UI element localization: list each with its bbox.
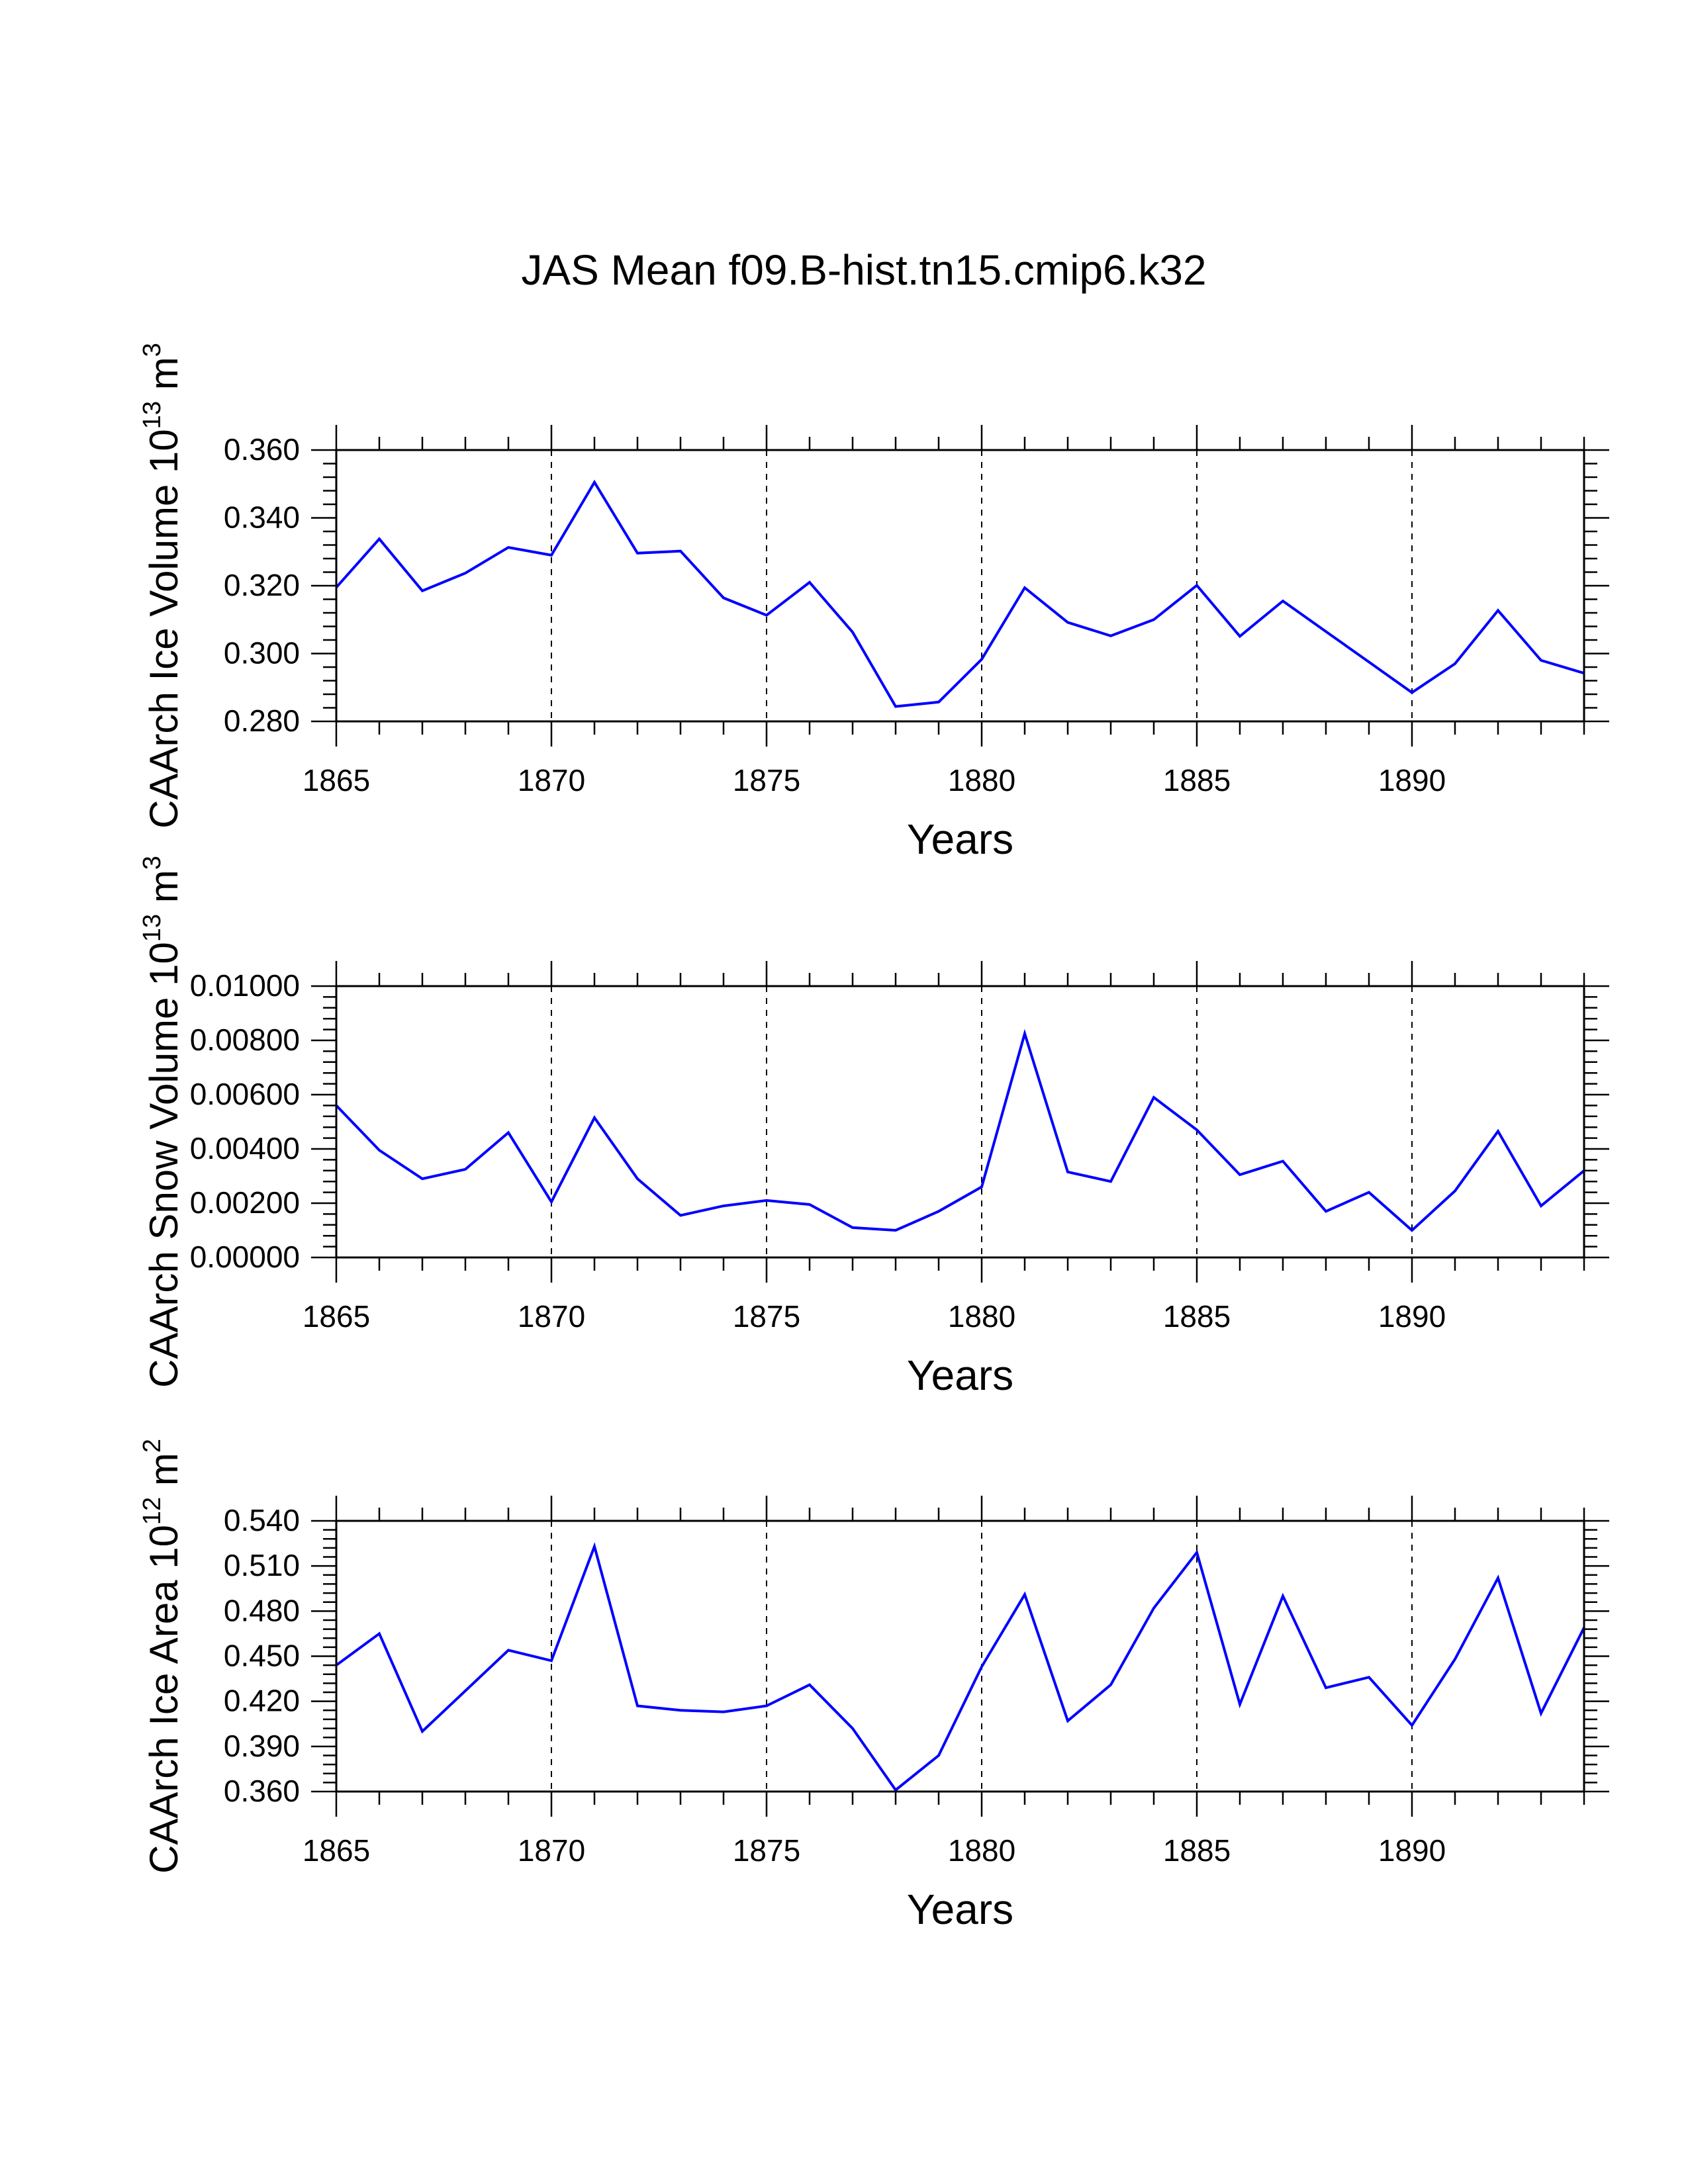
y-axis-title-main: CAArch Ice Area 10	[142, 1525, 186, 1874]
x-tick-label: 1865	[303, 1299, 370, 1334]
plot-frame	[335, 985, 1585, 1259]
x-tick-label: 1890	[1378, 763, 1446, 797]
y-axis-title: CAArch Ice Area 1012 m2	[138, 1439, 186, 1874]
y-tick-label: 0.280	[224, 704, 300, 738]
x-tick-label: 1880	[948, 1833, 1015, 1868]
x-tick-label: 1885	[1163, 1299, 1231, 1334]
y-tick-label: 0.00000	[190, 1240, 300, 1274]
y-tick-label: 0.390	[224, 1729, 300, 1763]
y-tick-label: 0.00800	[190, 1023, 300, 1057]
x-tick-label: 1865	[303, 1833, 370, 1868]
x-tick-label: 1875	[733, 1299, 800, 1334]
series-line	[335, 1542, 1585, 1792]
y-tick-label: 0.510	[224, 1548, 300, 1582]
y-tick-label: 0.00400	[190, 1131, 300, 1165]
y-tick-label: 0.340	[224, 500, 300, 535]
x-tick-label: 1865	[303, 763, 370, 797]
y-tick-label: 0.320	[224, 568, 300, 602]
x-tick-label: 1870	[518, 1299, 585, 1334]
y-axis-title-unit: m	[142, 357, 186, 401]
y-axis-title-unit: m	[142, 1453, 186, 1497]
x-tick-label: 1890	[1378, 1833, 1446, 1868]
y-tick-label: 0.360	[224, 1774, 300, 1808]
x-tick-label: 1870	[518, 1833, 585, 1868]
series-line	[335, 479, 1585, 708]
y-tick-label: 0.00600	[190, 1077, 300, 1111]
y-tick-label: 0.00200	[190, 1185, 300, 1220]
y-axis-title: CAArch Ice Volume 1013 m3	[138, 343, 186, 829]
y-axis-title-unit-exponent: 3	[138, 856, 166, 870]
y-axis-title-exponent: 13	[138, 401, 166, 429]
y-axis-title-unit-exponent: 2	[138, 1439, 166, 1453]
y-tick-label: 0.01000	[190, 968, 300, 1003]
x-tick-label: 1875	[733, 1833, 800, 1868]
x-axis-title: Years	[907, 1886, 1013, 1933]
y-tick-label: 0.360	[224, 432, 300, 467]
y-tick-label: 0.450	[224, 1639, 300, 1673]
y-axis-title-unit-exponent: 3	[138, 343, 166, 357]
x-axis-title: Years	[907, 815, 1013, 863]
chart-panel-3: 0.360 0.390 0.420 0.450 0.480 0.510 0.540 1865 1…	[138, 1439, 1609, 1933]
y-axis-title-unit: m	[142, 870, 186, 914]
x-tick-label: 1875	[733, 763, 800, 797]
y-axis-title-exponent: 13	[138, 914, 166, 942]
chart-panel-2: 0.00000 0.00200 0.00400 0.00600 0.00800 0.010…	[138, 856, 1609, 1399]
y-tick-label: 0.540	[224, 1503, 300, 1537]
y-tick-label: 0.300	[224, 636, 300, 670]
x-tick-label: 1885	[1163, 763, 1231, 797]
x-axis-title: Years	[907, 1351, 1013, 1399]
x-tick-label: 1890	[1378, 1299, 1446, 1334]
figure-title: JAS Mean f09.B-hist.tn15.cmip6.k32	[521, 246, 1206, 294]
series-line	[335, 1028, 1585, 1232]
y-tick-label: 0.480	[224, 1593, 300, 1627]
x-tick-label: 1870	[518, 763, 585, 797]
x-tick-label: 1885	[1163, 1833, 1231, 1868]
y-axis-title-main: CAArch Snow Volume 10	[142, 942, 186, 1388]
y-axis-title-main: CAArch Ice Volume 10	[142, 429, 186, 829]
y-axis-title: CAArch Snow Volume 1013 m3	[138, 856, 186, 1388]
x-tick-label: 1880	[948, 763, 1015, 797]
x-tick-label: 1880	[948, 1299, 1015, 1334]
y-tick-label: 0.420	[224, 1684, 300, 1718]
chart-panel-1: 0.280 0.300 0.320 0.340 0.360 1865 1870 1875 188…	[138, 343, 1609, 863]
y-axis-title-exponent: 12	[138, 1497, 166, 1525]
